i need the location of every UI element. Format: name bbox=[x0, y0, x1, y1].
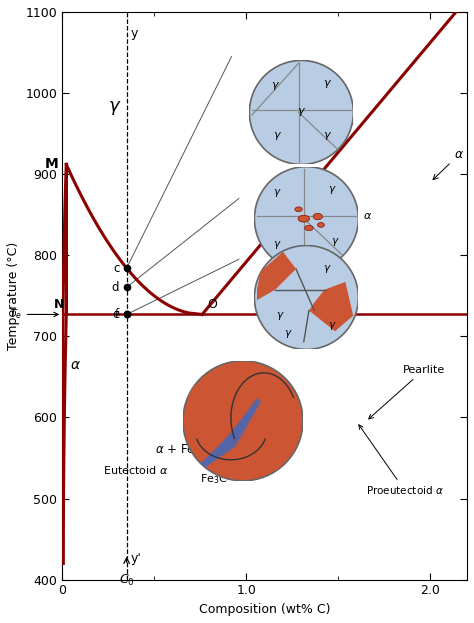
Text: $\gamma$: $\gamma$ bbox=[276, 310, 285, 321]
Text: $\alpha$ + Fe$_3$C: $\alpha$ + Fe$_3$C bbox=[155, 443, 209, 458]
Polygon shape bbox=[213, 417, 250, 455]
Polygon shape bbox=[223, 404, 257, 445]
Text: $\gamma$: $\gamma$ bbox=[273, 130, 283, 142]
Polygon shape bbox=[202, 431, 243, 465]
Polygon shape bbox=[186, 370, 279, 478]
Circle shape bbox=[249, 60, 354, 164]
Text: $\alpha$: $\alpha$ bbox=[70, 358, 81, 372]
Text: $\gamma$: $\gamma$ bbox=[273, 239, 282, 250]
Ellipse shape bbox=[313, 214, 322, 220]
Text: N: N bbox=[54, 298, 64, 312]
Polygon shape bbox=[229, 398, 261, 440]
Polygon shape bbox=[208, 424, 246, 460]
Text: $\gamma$ + Fe$_3$C: $\gamma$ + Fe$_3$C bbox=[304, 115, 355, 130]
Text: c: c bbox=[113, 262, 119, 275]
Polygon shape bbox=[257, 252, 296, 300]
Text: Pearlite: Pearlite bbox=[369, 365, 445, 419]
Text: $T_e$: $T_e$ bbox=[9, 308, 58, 321]
Text: $\gamma$: $\gamma$ bbox=[328, 184, 337, 196]
Text: $\alpha$: $\alpha$ bbox=[433, 148, 464, 179]
Ellipse shape bbox=[298, 216, 310, 222]
Polygon shape bbox=[205, 427, 245, 463]
Text: O: O bbox=[208, 298, 218, 312]
Text: $\alpha$: $\alpha$ bbox=[363, 211, 372, 221]
Text: d: d bbox=[112, 281, 119, 293]
Text: $\gamma$: $\gamma$ bbox=[323, 263, 331, 275]
Text: $C_0$: $C_0$ bbox=[119, 573, 135, 588]
Ellipse shape bbox=[295, 207, 302, 212]
Text: e: e bbox=[112, 308, 119, 321]
Text: $\gamma$: $\gamma$ bbox=[328, 320, 337, 332]
Text: $\gamma$: $\gamma$ bbox=[108, 99, 122, 117]
Text: y: y bbox=[130, 27, 137, 39]
Text: $\gamma$: $\gamma$ bbox=[271, 80, 280, 92]
Polygon shape bbox=[215, 414, 252, 453]
Polygon shape bbox=[218, 411, 254, 450]
Polygon shape bbox=[200, 434, 241, 468]
Polygon shape bbox=[197, 437, 239, 470]
Text: $\gamma$: $\gamma$ bbox=[273, 187, 282, 199]
Text: M: M bbox=[45, 158, 59, 171]
Polygon shape bbox=[309, 282, 353, 331]
Text: Eutectoid $\alpha$: Eutectoid $\alpha$ bbox=[103, 464, 168, 476]
Polygon shape bbox=[221, 408, 256, 448]
Text: $\gamma$: $\gamma$ bbox=[331, 236, 339, 248]
Text: Fe$_3$C: Fe$_3$C bbox=[200, 425, 245, 486]
Circle shape bbox=[255, 167, 358, 270]
Circle shape bbox=[183, 361, 303, 481]
Text: Proeutectoid $\alpha$: Proeutectoid $\alpha$ bbox=[359, 425, 444, 497]
Text: $\gamma$: $\gamma$ bbox=[297, 107, 306, 118]
Text: $\gamma$: $\gamma$ bbox=[284, 328, 292, 340]
Polygon shape bbox=[210, 421, 248, 458]
Text: $\gamma$: $\gamma$ bbox=[323, 78, 332, 90]
Ellipse shape bbox=[318, 222, 324, 227]
Polygon shape bbox=[226, 401, 259, 443]
Y-axis label: Temperature (°C): Temperature (°C) bbox=[7, 242, 20, 350]
Polygon shape bbox=[194, 441, 237, 473]
X-axis label: Composition (wt% C): Composition (wt% C) bbox=[199, 603, 330, 616]
Text: $\gamma$: $\gamma$ bbox=[323, 130, 332, 142]
Text: y': y' bbox=[130, 552, 141, 565]
Ellipse shape bbox=[305, 226, 313, 231]
Text: f: f bbox=[115, 308, 119, 321]
Circle shape bbox=[255, 245, 358, 350]
